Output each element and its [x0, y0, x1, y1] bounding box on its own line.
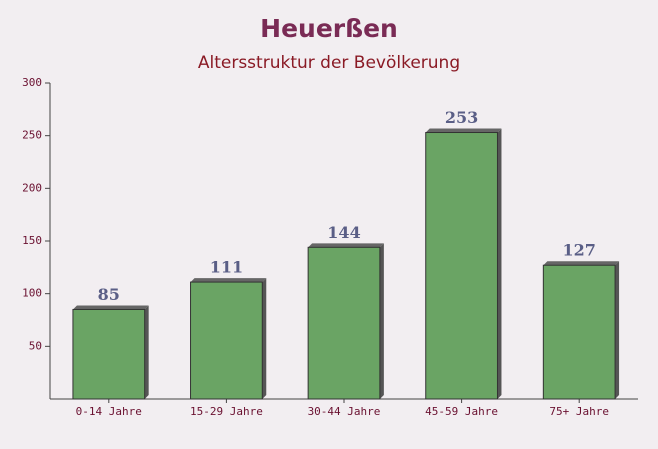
bar-side	[379, 243, 384, 399]
value-label: 85	[98, 285, 120, 304]
x-tick-label: 45-59 Jahre	[425, 405, 498, 418]
bar-top	[308, 243, 384, 248]
bar	[425, 132, 498, 400]
bar-top	[425, 128, 502, 133]
value-label: 127	[562, 241, 595, 260]
bar-side	[262, 278, 267, 399]
chart-subtitle: Altersstruktur der Bevölkerung	[198, 53, 460, 73]
y-tick-label: 100	[22, 287, 42, 300]
bar-top	[72, 305, 149, 310]
x-tick-label: 15-29 Jahre	[190, 405, 263, 418]
y-tick-label: 50	[29, 339, 42, 352]
bar-side	[144, 305, 149, 399]
bar-side	[615, 261, 620, 399]
y-tick-label: 250	[22, 129, 42, 142]
bar-top	[543, 261, 620, 266]
y-tick-label: 150	[22, 234, 42, 247]
value-label: 253	[445, 108, 478, 127]
bar	[307, 246, 381, 400]
bar	[542, 264, 616, 400]
value-label: 111	[210, 258, 243, 277]
y-tick-label: 300	[22, 76, 42, 89]
value-label: 144	[327, 223, 360, 242]
chart-title: Heuerßen	[260, 14, 398, 43]
bar	[190, 281, 263, 400]
y-tick-label: 200	[22, 181, 42, 194]
x-tick-label: 30-44 Jahre	[308, 405, 381, 418]
bar-top	[190, 278, 267, 283]
x-tick-label: 0-14 Jahre	[76, 405, 142, 418]
bar-side	[497, 128, 502, 400]
x-tick-label: 75+ Jahre	[549, 405, 609, 418]
bar	[72, 308, 146, 400]
